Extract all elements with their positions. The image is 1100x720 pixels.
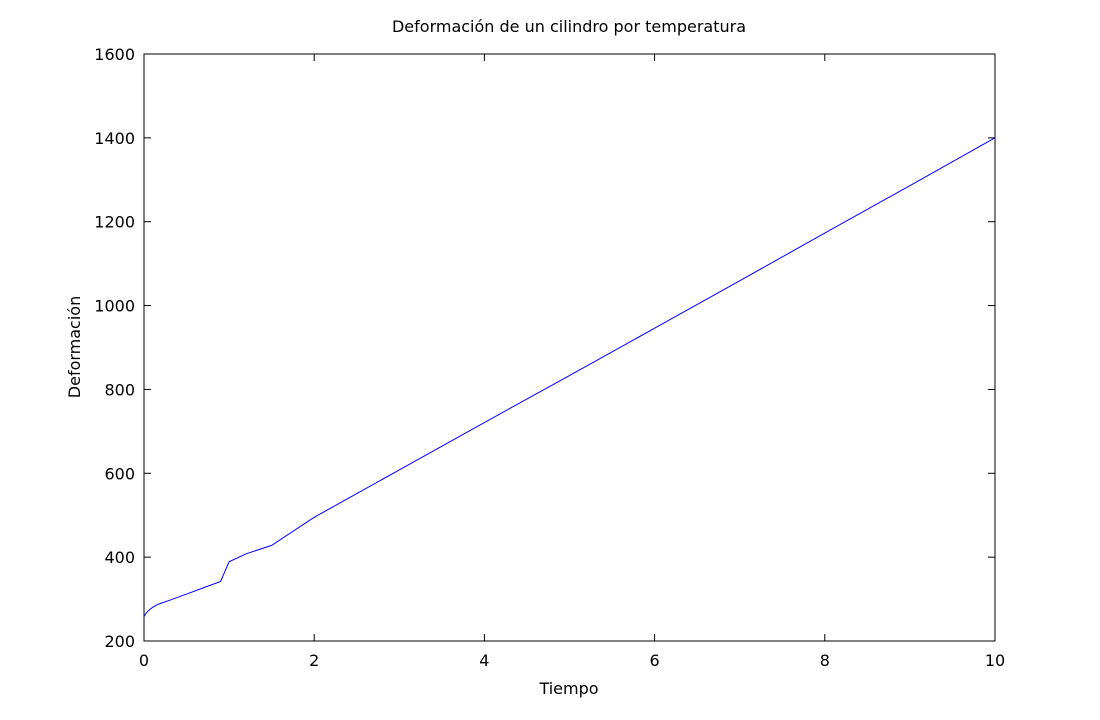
chart-title: Deformación de un cilindro por temperatu… [392, 17, 746, 36]
y-axis-label: Deformación [65, 296, 84, 398]
x-tick-label: 0 [139, 651, 149, 670]
y-tick-label: 400 [104, 548, 135, 567]
series-line-deformacion [143, 137, 996, 617]
x-tick-label: 4 [479, 651, 489, 670]
y-tick-label: 600 [104, 464, 135, 483]
x-tick-label: 2 [309, 651, 319, 670]
ticks-group [143, 53, 996, 642]
y-tick-label: 200 [104, 632, 135, 651]
tick-labels-group: 0 2 4 6 8 10 200 400 600 800 1000 1200 1400 1600 [94, 45, 1005, 670]
y-tick-label: 1000 [94, 297, 135, 316]
x-tick-label: 6 [650, 651, 660, 670]
y-tick-label: 800 [104, 380, 135, 399]
x-tick-label: 8 [820, 651, 830, 670]
y-tick-label: 1400 [94, 129, 135, 148]
plot-frame [143, 53, 996, 642]
x-axis-label: Tiempo [538, 679, 598, 698]
x-tick-label: 10 [985, 651, 1005, 670]
y-tick-label: 1200 [94, 213, 135, 232]
y-tick-label: 1600 [94, 45, 135, 64]
